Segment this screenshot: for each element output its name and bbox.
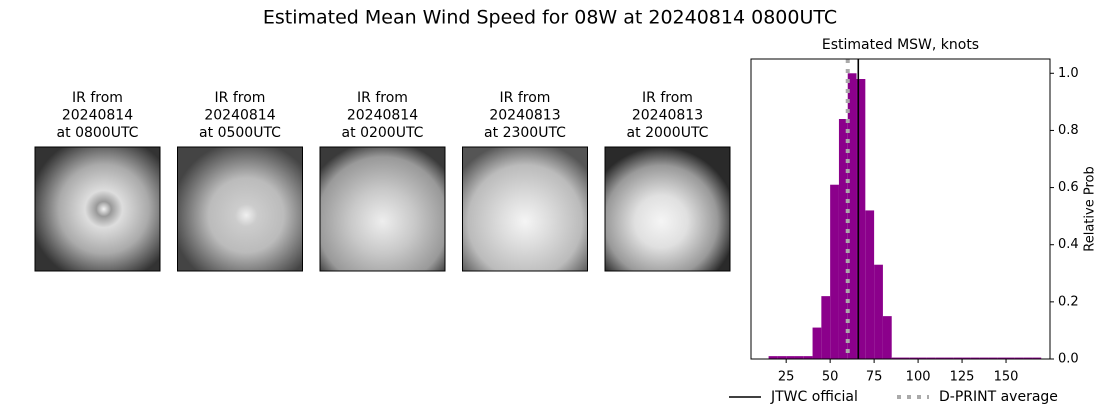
chart-title: Estimated MSW, knots [822,37,979,53]
bar [997,357,1007,359]
bar [935,357,945,359]
y-tick-label: 1.0 [1058,66,1079,81]
bar [865,210,875,359]
panel-label: 20240813 [632,108,703,124]
bar [1006,357,1015,359]
bar [909,357,919,359]
panel-label: at 2000UTC [627,125,709,141]
bar [882,316,892,359]
ir-image [462,146,588,272]
panel-label: 20240814 [204,108,275,124]
y-axis-label: Relative Prob [1083,166,1098,251]
bar [891,357,901,359]
bar [926,357,936,359]
panel-label: IR from [642,90,693,106]
y-tick-label: 0.0 [1058,352,1079,367]
legend-label: D-PRINT average [939,389,1058,405]
bar [830,184,839,359]
bar [874,264,883,359]
bar [803,356,813,359]
legend-label: JTWC official [770,389,858,405]
bar [970,357,980,359]
bar [777,356,787,359]
bar [944,357,954,359]
panel-label: at 0800UTC [57,125,139,141]
bar [1014,357,1024,359]
bar [918,357,927,359]
x-tick-label: 125 [950,370,975,385]
ir-image [604,146,731,272]
panel-label: at 0200UTC [342,125,424,141]
x-tick-label: 100 [906,370,931,385]
bar [1023,357,1033,359]
bar [786,356,795,359]
y-tick-label: 0.4 [1058,237,1079,252]
bar [1032,357,1042,359]
panel-label: 20240813 [489,108,560,124]
bar [979,357,989,359]
x-tick-label: 150 [994,370,1019,385]
panel-label: IR from [500,90,551,106]
bar [962,357,971,359]
x-tick-label: 75 [866,370,883,385]
y-tick-label: 0.6 [1058,180,1079,195]
panel-label: 20240814 [62,108,133,124]
figure-title: Estimated Mean Wind Speed for 08W at 202… [263,7,837,29]
bar [821,296,831,359]
plot-frame [750,58,1051,360]
bar [953,357,963,359]
x-tick-label: 25 [778,370,795,385]
bar [856,79,866,359]
ir-image [34,146,161,272]
bar [847,73,857,360]
ir-image [177,146,303,272]
bar [988,357,998,359]
x-tick-label: 50 [822,370,839,385]
bar [768,356,778,359]
bar [812,327,822,359]
y-tick-label: 0.2 [1058,294,1079,309]
panel-label: at 2300UTC [484,125,566,141]
panel-label: IR from [72,90,123,106]
panel-label: IR from [357,90,408,106]
bar [794,356,804,359]
histogram: Estimated MSW, knots JTWC official D-PRINT… [729,37,1098,405]
ir-image [319,146,446,272]
panel-label: IR from [215,90,266,106]
panel-label: at 0500UTC [199,125,281,141]
panel-label: 20240814 [347,108,418,124]
bar [900,357,910,359]
y-tick-label: 0.8 [1058,123,1079,138]
bar [838,119,848,359]
